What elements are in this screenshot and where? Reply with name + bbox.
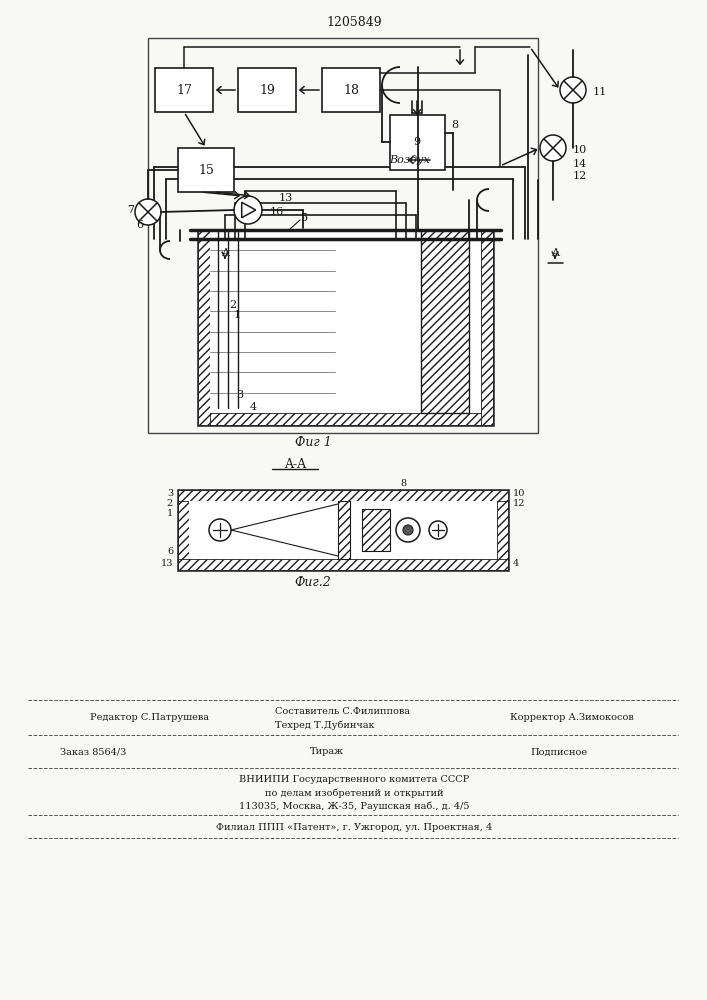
Text: 7: 7 <box>127 205 134 215</box>
Text: 1: 1 <box>167 508 173 518</box>
Text: 11: 11 <box>593 87 607 97</box>
Text: Филиал ППП «Патент», г. Ужгород, ул. Проектная, 4: Филиал ППП «Патент», г. Ужгород, ул. Про… <box>216 822 492 832</box>
Text: 17: 17 <box>176 84 192 97</box>
Bar <box>178 490 189 570</box>
Polygon shape <box>242 202 256 218</box>
Text: A: A <box>551 248 559 258</box>
Bar <box>421 230 469 413</box>
Circle shape <box>540 135 566 161</box>
Text: A: A <box>221 248 229 258</box>
Bar <box>178 490 508 570</box>
Bar <box>390 115 445 170</box>
Text: 4: 4 <box>513 560 519 568</box>
Bar <box>189 501 497 559</box>
Text: 15: 15 <box>198 163 214 176</box>
Bar <box>210 230 481 413</box>
Text: 5: 5 <box>301 213 308 223</box>
Text: A-A: A-A <box>284 458 306 472</box>
Text: ВНИИПИ Государственного комитета СССР: ВНИИПИ Государственного комитета СССР <box>239 776 469 784</box>
Bar <box>362 509 390 551</box>
Bar <box>178 490 508 501</box>
Bar <box>148 38 538 433</box>
Circle shape <box>135 199 161 225</box>
Text: 18: 18 <box>343 84 359 97</box>
Circle shape <box>209 519 231 541</box>
Text: Подписное: Подписное <box>530 748 587 756</box>
Text: 10: 10 <box>513 488 525 497</box>
Bar <box>338 501 350 559</box>
Text: 10: 10 <box>573 145 588 155</box>
Text: 16: 16 <box>270 207 284 217</box>
Text: 1205849: 1205849 <box>326 15 382 28</box>
Bar <box>497 490 508 570</box>
Bar <box>155 68 213 112</box>
Text: 12: 12 <box>573 171 588 181</box>
Bar <box>198 230 493 425</box>
Bar <box>178 559 508 570</box>
Bar <box>338 501 350 559</box>
Text: Тираж: Тираж <box>310 748 344 756</box>
Text: 9: 9 <box>414 137 421 147</box>
Text: Составитель С.Филиппова: Составитель С.Филиппова <box>275 706 410 716</box>
Text: 3: 3 <box>167 488 173 497</box>
Text: Заказ 8564/3: Заказ 8564/3 <box>60 748 127 756</box>
Text: по делам изобретений и открытий: по делам изобретений и открытий <box>264 788 443 798</box>
Text: 3: 3 <box>236 390 244 400</box>
Text: 6: 6 <box>167 548 173 556</box>
Circle shape <box>429 521 447 539</box>
Text: 8: 8 <box>400 479 406 488</box>
Bar <box>421 230 469 413</box>
Text: 13: 13 <box>279 193 293 203</box>
Text: 14: 14 <box>573 159 588 169</box>
Text: 19: 19 <box>259 84 275 97</box>
Bar <box>178 148 234 192</box>
Text: Воздух: Воздух <box>390 155 430 165</box>
Text: 12: 12 <box>513 498 525 508</box>
Text: Фиг.2: Фиг.2 <box>295 576 332 588</box>
Bar <box>362 509 390 551</box>
Text: Корректор А.Зимокосов: Корректор А.Зимокосов <box>510 714 633 722</box>
Bar <box>481 230 493 425</box>
Bar <box>322 68 380 112</box>
Text: 6: 6 <box>136 220 144 230</box>
Bar <box>238 68 296 112</box>
Circle shape <box>560 77 586 103</box>
Text: 1: 1 <box>233 310 240 320</box>
Text: Редактор С.Патрушева: Редактор С.Патрушева <box>90 714 209 722</box>
Text: 4: 4 <box>250 402 257 412</box>
Bar <box>198 413 493 425</box>
Circle shape <box>403 525 413 535</box>
Text: 8: 8 <box>452 120 459 130</box>
Text: 2: 2 <box>230 300 237 310</box>
Circle shape <box>396 518 420 542</box>
Text: 2: 2 <box>167 498 173 508</box>
Text: 113035, Москва, Ж-35, Раушская наб., д. 4/5: 113035, Москва, Ж-35, Раушская наб., д. … <box>239 801 469 811</box>
Circle shape <box>234 196 262 224</box>
Text: 13: 13 <box>160 560 173 568</box>
Text: Техред Т.Дубинчак: Техред Т.Дубинчак <box>275 720 375 730</box>
Text: Фиг 1: Фиг 1 <box>295 436 332 448</box>
Bar <box>198 230 210 425</box>
